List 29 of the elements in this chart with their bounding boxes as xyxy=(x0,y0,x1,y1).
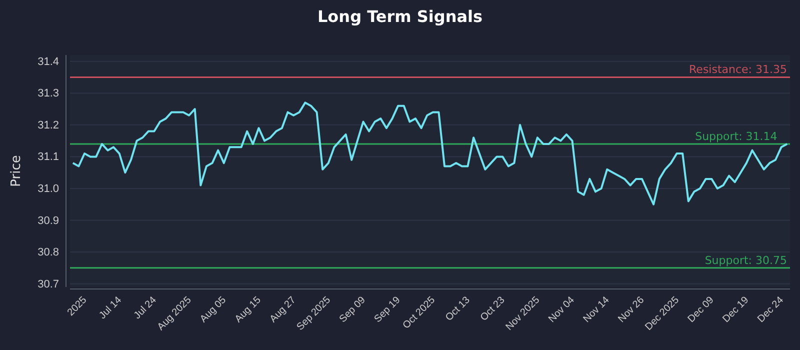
line-series xyxy=(72,102,788,206)
x-tick-label: Aug 27 xyxy=(268,294,298,326)
x-tick-label: Oct 23 xyxy=(478,294,508,324)
x-tick-label: Sep 19 xyxy=(372,294,403,326)
x-tick-label: Jul 14 xyxy=(97,294,124,322)
y-tick-label: 30.7 xyxy=(38,278,59,290)
x-tick-label: Sep 09 xyxy=(338,294,368,326)
y-tick-label: 30.9 xyxy=(38,214,59,227)
x-tick-label: Dec 24 xyxy=(756,294,786,326)
x-tick-label: Aug 05 xyxy=(198,294,229,326)
x-tick-label: Oct 13 xyxy=(444,294,473,324)
x-tick-label: Aug 15 xyxy=(233,294,264,326)
x-tick-label: Dec 09 xyxy=(686,294,717,326)
y-tick-label: 31.3 xyxy=(38,88,59,100)
y-tick-label: 31.2 xyxy=(38,119,59,132)
ref-line-label: Support: 31.14 xyxy=(695,130,778,143)
x-tick-label: Nov 04 xyxy=(546,294,578,326)
x-tick-label: Nov 26 xyxy=(616,294,647,326)
ref-line-label: Support: 30.75 xyxy=(704,254,787,267)
x-tick-label: Jul 24 xyxy=(132,294,160,322)
x-tick-label: Dec 19 xyxy=(720,294,752,326)
y-tick-label: 31.4 xyxy=(38,56,59,68)
chart-title: Long Term Signals xyxy=(317,7,483,26)
ref-line-label: Resistance: 31.35 xyxy=(689,63,787,76)
y-tick-label: 31.0 xyxy=(38,183,59,195)
y-tick-label: 31.1 xyxy=(38,151,59,164)
y-tick-label: 30.8 xyxy=(38,246,59,259)
y-axis-title: Price xyxy=(9,155,24,187)
x-tick-label: Nov 14 xyxy=(582,294,612,326)
